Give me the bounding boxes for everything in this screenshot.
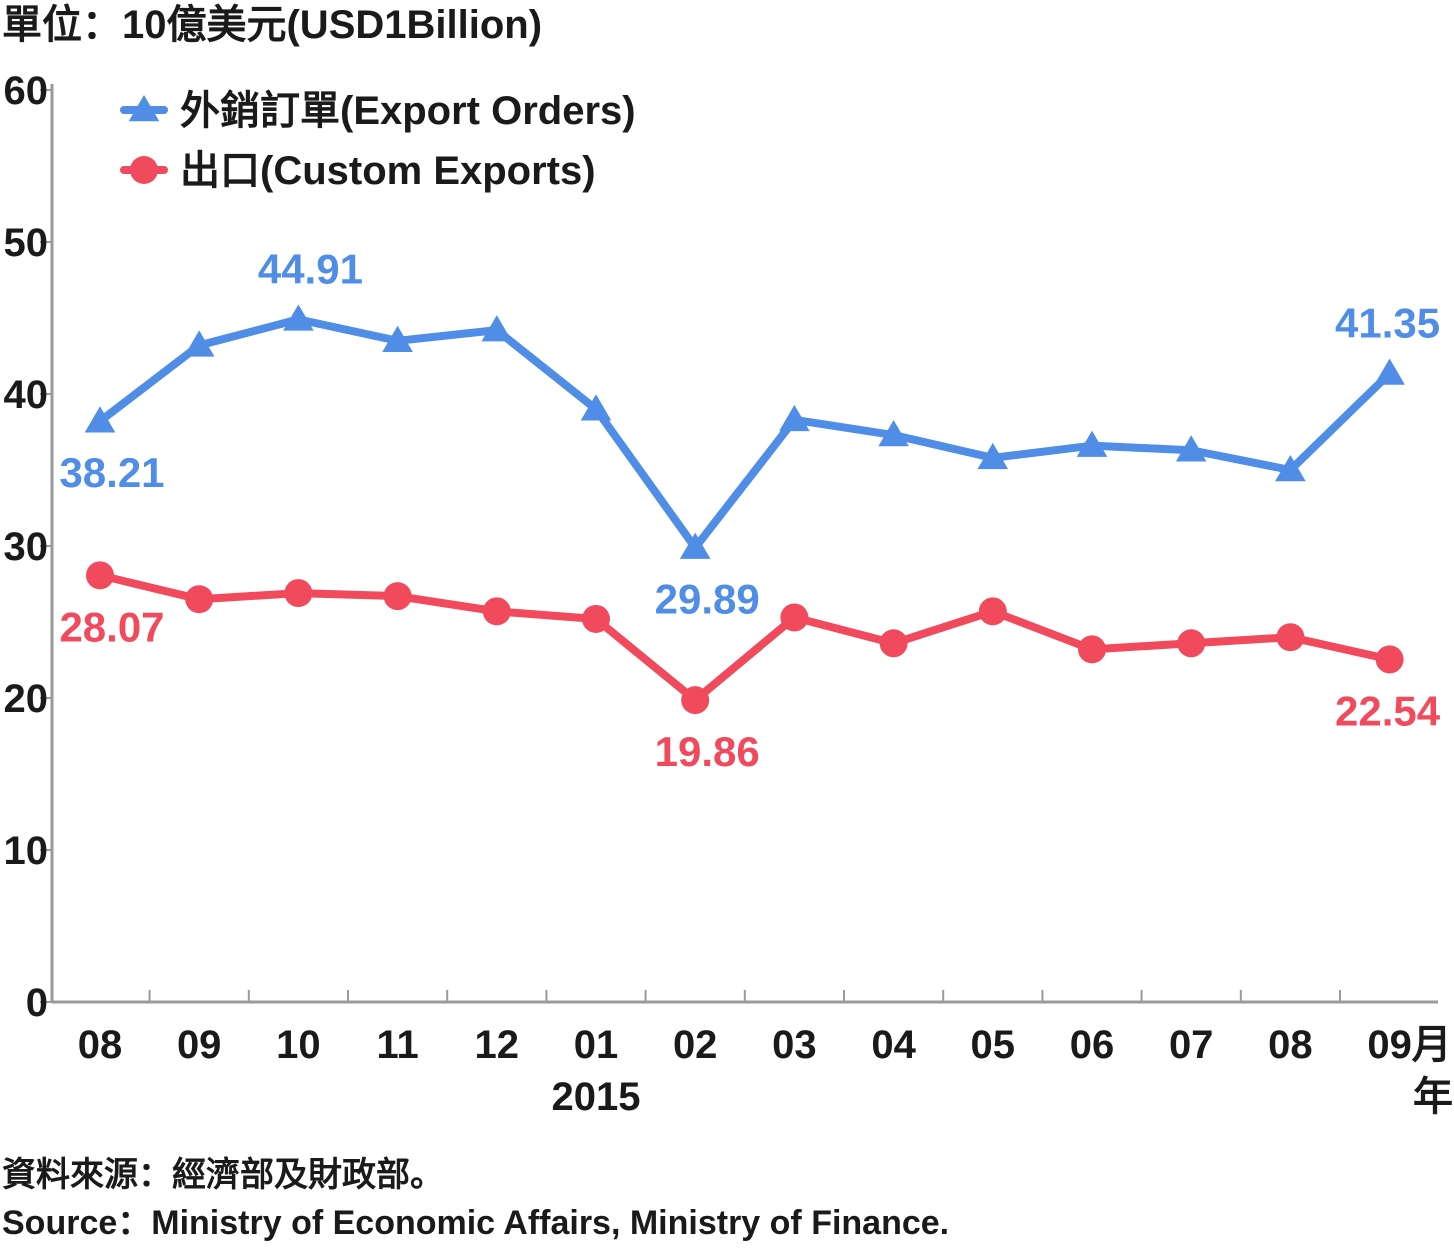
data-label: 29.89 [655,576,760,623]
y-tick-label: 10 [4,829,49,873]
legend-item-custom-exports: 出口(Custom Exports) [120,149,596,193]
data-point [284,579,313,608]
data-point [582,604,610,633]
x-tick-label: 04 [871,1023,916,1067]
data-label: 22.54 [1335,687,1441,734]
series-line [96,571,1394,705]
data-point [1078,635,1106,664]
legend: 外銷訂單(Export Orders) 出口(Custom Exports) [120,89,636,193]
data-point [1374,358,1405,385]
data-point [283,304,314,331]
data-point [183,330,215,357]
x-tick-label: 01 [574,1023,619,1067]
data-point [1177,629,1206,658]
series-line [96,315,1394,552]
data-point [482,597,511,626]
data-label: 38.21 [59,449,164,496]
x-tick-label: 06 [1070,1023,1115,1067]
data-label: 44.91 [258,245,363,292]
x-tick-label: 12 [475,1023,520,1067]
data-label: 41.35 [1335,299,1440,346]
data-point [1175,435,1207,462]
data-point [977,442,1009,470]
y-axis-labels: 0 10 20 30 40 50 60 [4,69,49,1025]
source-en: Source：Ministry of Economic Affairs, Min… [2,1204,949,1242]
legend-marker [130,156,158,184]
x-tick-label: 09 [177,1023,222,1067]
chart-axes [40,84,1438,1004]
series-layer: 38.21 44.91 29.89 41.35 28.07 19.86 22.54 [59,245,1440,775]
data-point [1275,455,1306,482]
data-point [84,406,116,433]
data-point [1375,645,1404,674]
data-point [185,585,214,614]
data-point [1276,623,1305,652]
unit-label: 單位：10億美元(USD1Billion) [2,3,542,47]
x-tick-label: 02 [673,1023,718,1067]
data-point [481,315,513,342]
legend-label: 出口(Custom Exports) [180,149,596,193]
x-month-unit-label: 月 [1412,1023,1452,1067]
x-tick-label: 08 [1268,1023,1313,1067]
x-tick-label: 11 [376,1023,418,1067]
x-tick-label: 03 [772,1023,817,1067]
data-point [978,597,1007,626]
data-point [580,394,612,421]
x-tick-label: 07 [1169,1023,1214,1067]
source-zh: 資料來源：經濟部及財政部。 [2,1155,444,1194]
data-point [1076,430,1108,457]
data-point [382,325,413,353]
data-label: 19.86 [655,728,760,775]
legend-item-export-orders: 外銷訂單(Export Orders) [120,89,636,133]
x-tick-label: 10 [276,1023,321,1067]
y-tick-label: 30 [4,525,49,569]
legend-label: 外銷訂單(Export Orders) [180,89,636,133]
x-tick-label: 05 [971,1023,1016,1067]
data-point [681,686,710,715]
x-tick-label: 09 [1367,1023,1412,1067]
data-point [780,603,809,632]
data-point [878,420,909,447]
data-point [679,532,711,559]
data-point [879,629,908,658]
x-year-unit-label: 年 [1413,1075,1453,1119]
y-tick-label: 50 [4,221,49,265]
x-year-label: 2015 [552,1075,641,1119]
y-tick-label: 0 [26,981,48,1025]
series-custom-exports: 28.07 19.86 22.54 [59,561,1441,775]
legend-marker [128,95,160,122]
data-point [779,404,810,432]
y-tick-label: 20 [4,677,49,721]
y-tick-label: 60 [4,69,49,113]
series-export-orders: 38.21 44.91 29.89 41.35 [59,245,1440,622]
data-label: 28.07 [59,603,164,650]
data-point [383,582,412,611]
x-tick-label: 08 [78,1023,123,1067]
data-point [86,561,114,590]
y-tick-label: 40 [4,373,49,417]
